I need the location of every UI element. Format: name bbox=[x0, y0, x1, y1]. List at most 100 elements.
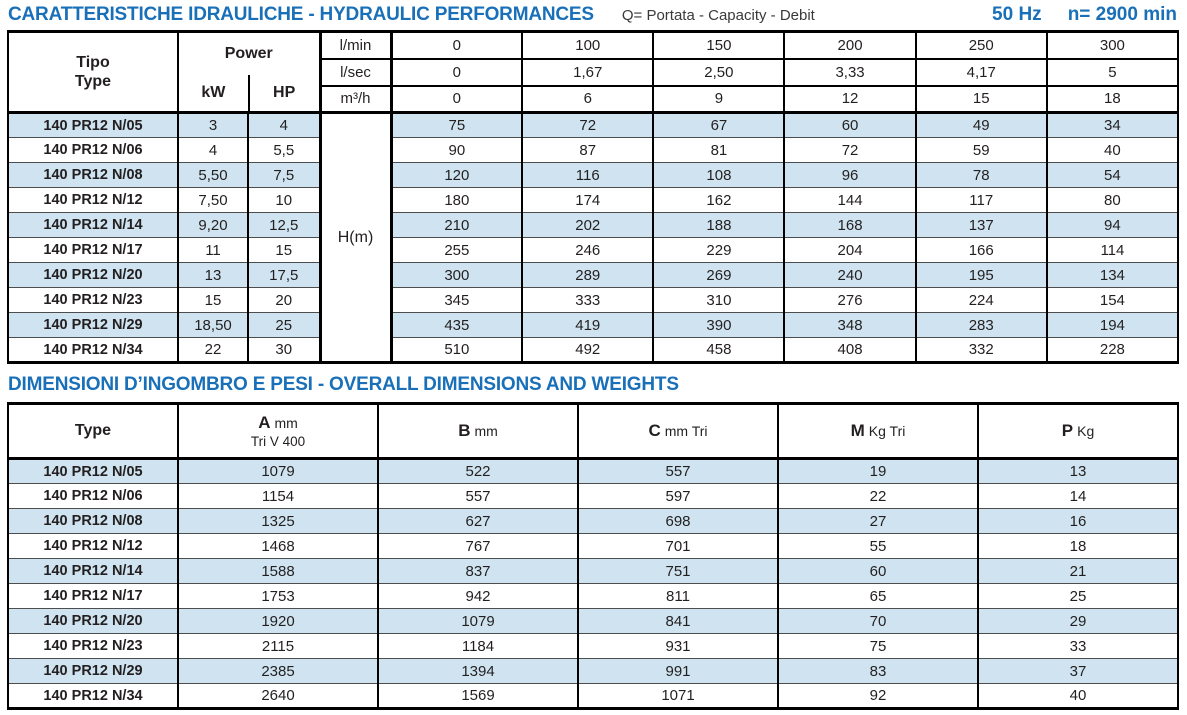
dimensions-table-row: 140 PR12 N/05 1079 522 557 19 13 bbox=[7, 458, 1179, 484]
dimensions-table-row: 140 PR12 N/23 2115 1184 931 75 33 bbox=[7, 633, 1179, 659]
dimension-value-cell: 597 bbox=[577, 483, 779, 509]
hydraulic-table-row: 140 PR12 N/17 11 15 255 246 229 204 166 114 bbox=[7, 237, 1180, 263]
dimensions-table-row: 140 PR12 N/17 1753 942 811 65 25 bbox=[7, 583, 1179, 609]
pump-type-cell: 140 PR12 N/12 bbox=[7, 533, 179, 559]
dimension-value-cell: 1588 bbox=[177, 558, 379, 584]
dimension-value-cell: 29 bbox=[977, 608, 1179, 634]
head-value-cell: 492 bbox=[521, 337, 655, 364]
pump-type-cell: 140 PR12 N/14 bbox=[7, 558, 179, 584]
flow-value: 9 bbox=[652, 84, 786, 114]
head-value-cell: 300 bbox=[390, 262, 524, 288]
kw-cell: 11 bbox=[177, 237, 249, 263]
pump-type-cell: 140 PR12 N/23 bbox=[7, 633, 179, 659]
head-value-cell: 40 bbox=[1045, 137, 1180, 163]
head-value-cell: 59 bbox=[914, 137, 1048, 163]
dimension-value-cell: 841 bbox=[577, 608, 779, 634]
hp-cell: 12,5 bbox=[246, 212, 322, 238]
dimensions-table-row: 140 PR12 N/20 1920 1079 841 70 29 bbox=[7, 608, 1179, 634]
dimension-value-cell: 1920 bbox=[177, 608, 379, 634]
dimension-value-cell: 83 bbox=[777, 658, 979, 684]
head-value-cell: 120 bbox=[390, 162, 524, 188]
dimension-value-cell: 701 bbox=[577, 533, 779, 559]
dimension-value-cell: 1753 bbox=[177, 583, 379, 609]
head-value-cell: 94 bbox=[1045, 212, 1180, 238]
dimension-value-cell: 767 bbox=[377, 533, 579, 559]
hp-label: HP bbox=[273, 84, 296, 101]
flow-value: 1,67 bbox=[521, 57, 655, 87]
kw-cell: 5,50 bbox=[177, 162, 249, 188]
capacity-legend: Q= Portata - Capacity - Debit bbox=[621, 7, 815, 24]
pump-type-cell: 140 PR12 N/34 bbox=[7, 683, 179, 710]
pump-type-cell: 140 PR12 N/29 bbox=[7, 658, 179, 684]
hp-cell: 30 bbox=[246, 337, 322, 364]
head-value-cell: 168 bbox=[783, 212, 917, 238]
dimension-value-cell: 27 bbox=[777, 508, 979, 534]
pump-type-cell: 140 PR12 N/20 bbox=[7, 262, 179, 288]
pump-type-cell: 140 PR12 N/06 bbox=[7, 483, 179, 509]
pump-type-cell: 140 PR12 N/05 bbox=[7, 458, 179, 484]
head-value-cell: 348 bbox=[783, 312, 917, 338]
flow-value: 100 bbox=[521, 30, 655, 60]
head-value-cell: 117 bbox=[914, 187, 1048, 213]
dimension-value-cell: 1154 bbox=[177, 483, 379, 509]
head-value-cell: 269 bbox=[652, 262, 786, 288]
dimensions-table-row: 140 PR12 N/14 1588 837 751 60 21 bbox=[7, 558, 1179, 584]
pump-type-cell: 140 PR12 N/14 bbox=[7, 212, 179, 238]
dimension-value-cell: 1184 bbox=[377, 633, 579, 659]
flow-unit-lmin: l/min bbox=[318, 30, 393, 60]
hp-cell: 7,5 bbox=[246, 162, 322, 188]
flow-value: 0 bbox=[390, 30, 524, 60]
power-column-header: Power kW HP bbox=[176, 30, 322, 114]
pump-type-cell: 140 PR12 N/06 bbox=[7, 137, 179, 163]
flow-value: 2,50 bbox=[652, 57, 786, 87]
hydraulic-table-row: 140 PR12 N/23 15 20 345 333 310 276 224 154 bbox=[7, 287, 1180, 313]
head-value-cell: 144 bbox=[783, 187, 917, 213]
head-value-cell: 310 bbox=[652, 287, 786, 313]
head-value-cell: 345 bbox=[390, 287, 524, 313]
hydraulic-table-row: 140 PR12 N/06 4 5,5 90 87 81 72 59 40 bbox=[7, 137, 1180, 163]
dimension-value-cell: 14 bbox=[977, 483, 1179, 509]
head-value-cell: 435 bbox=[390, 312, 524, 338]
head-value-cell: 289 bbox=[521, 262, 655, 288]
pump-type-cell: 140 PR12 N/17 bbox=[7, 237, 179, 263]
dimension-value-cell: 75 bbox=[777, 633, 979, 659]
head-value-cell: 34 bbox=[1045, 111, 1180, 138]
dimension-value-cell: 16 bbox=[977, 508, 1179, 534]
head-value-cell: 137 bbox=[914, 212, 1048, 238]
pump-type-cell: 140 PR12 N/23 bbox=[7, 287, 179, 313]
dimension-value-cell: 55 bbox=[777, 533, 979, 559]
page-title-dimensions: DIMENSIONI D’INGOMBRO E PESI - OVERALL D… bbox=[8, 374, 679, 395]
dimension-value-cell: 837 bbox=[377, 558, 579, 584]
head-value-cell: 510 bbox=[390, 337, 524, 364]
power-label: Power bbox=[224, 45, 273, 62]
flow-value: 3,33 bbox=[783, 57, 917, 87]
dimension-value-cell: 698 bbox=[577, 508, 779, 534]
head-value-cell: 166 bbox=[914, 237, 1048, 263]
kw-cell: 4 bbox=[177, 137, 249, 163]
hydraulic-table-row: 140 PR12 N/29 18,50 25 435 419 390 348 283 194 bbox=[7, 312, 1180, 338]
frequency-label: 50 Hz bbox=[992, 4, 1042, 25]
dim-m-header: M Kg Tri bbox=[777, 402, 979, 460]
dimension-value-cell: 1468 bbox=[177, 533, 379, 559]
kw-cell: 18,50 bbox=[177, 312, 249, 338]
flow-value: 6 bbox=[521, 84, 655, 114]
dimensions-table-row: 140 PR12 N/12 1468 767 701 55 18 bbox=[7, 533, 1179, 559]
dimension-value-cell: 1079 bbox=[377, 608, 579, 634]
head-value-cell: 283 bbox=[914, 312, 1048, 338]
head-value-cell: 276 bbox=[783, 287, 917, 313]
hydraulic-table-row: 140 PR12 N/20 13 17,5 300 289 269 240 195 134 bbox=[7, 262, 1180, 288]
dimension-value-cell: 92 bbox=[777, 683, 979, 710]
hydraulic-table-row: 140 PR12 N/14 9,20 12,5 210 202 188 168 137 94 bbox=[7, 212, 1180, 238]
flow-value: 300 bbox=[1045, 30, 1180, 60]
pump-type-cell: 140 PR12 N/05 bbox=[7, 111, 179, 138]
kw-cell: 3 bbox=[177, 111, 249, 138]
pump-type-cell: 140 PR12 N/29 bbox=[7, 312, 179, 338]
dimension-value-cell: 18 bbox=[977, 533, 1179, 559]
hydraulic-performance-table: Tipo Type Power kW HP l/min 0 100 150 20… bbox=[7, 30, 1180, 364]
head-value-cell: 162 bbox=[652, 187, 786, 213]
head-value-cell: 54 bbox=[1045, 162, 1180, 188]
kw-cell: 15 bbox=[177, 287, 249, 313]
hydraulic-table-row: 140 PR12 N/05 3 4 H(m) 75 72 67 60 49 34 bbox=[7, 111, 1180, 363]
